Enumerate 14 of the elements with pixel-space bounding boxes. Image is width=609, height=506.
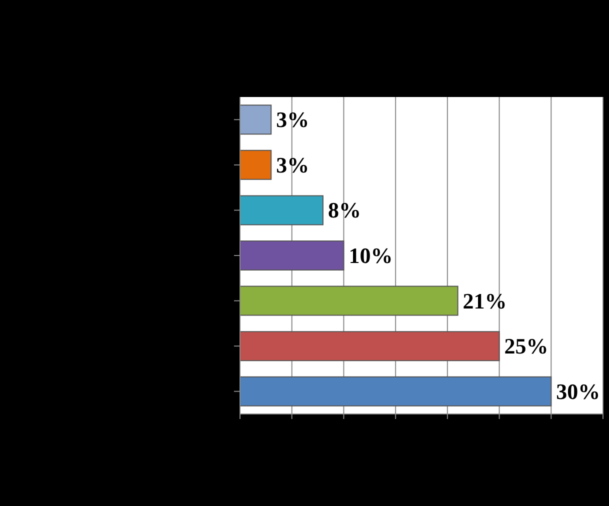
bar — [240, 104, 272, 135]
data-label: 3% — [276, 152, 310, 178]
data-label: 3% — [276, 107, 310, 132]
bar — [240, 376, 552, 406]
data-label: 10% — [348, 243, 393, 268]
bar — [240, 150, 272, 180]
bar — [240, 240, 344, 271]
data-label: 8% — [328, 198, 361, 223]
bar — [240, 286, 458, 316]
data-label: 25% — [504, 334, 548, 359]
bar — [240, 195, 324, 226]
bar — [240, 331, 500, 362]
data-label: 21% — [462, 288, 507, 314]
data-label: 30% — [556, 378, 600, 404]
